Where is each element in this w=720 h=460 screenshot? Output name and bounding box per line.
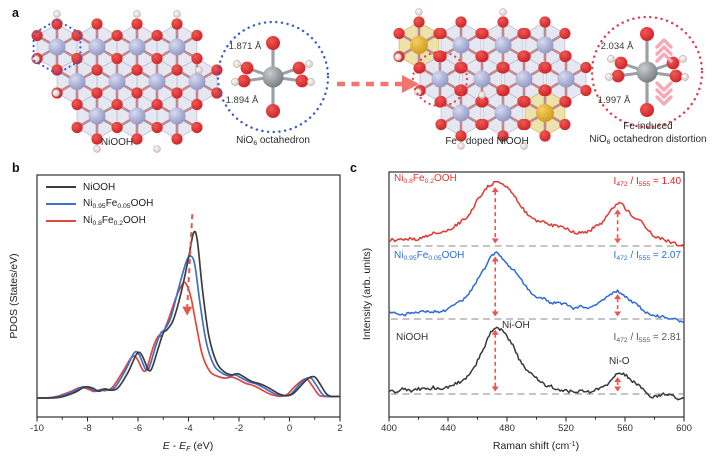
raman-x-tick: 440 (440, 423, 456, 434)
pdos-chart (36, 174, 341, 422)
distortion-caption: Fe induced NiO6 octahedron distortion (589, 121, 706, 149)
legend-label: Ni0.8Fe0.2OOH (83, 214, 146, 228)
pdos-legend: NiOOH Ni0.95Fe0.05OOH Ni0.8Fe0.2OOH (46, 181, 153, 227)
pdos-x-tick: -2 (234, 423, 244, 434)
fe-doped-niooh-caption: Fe - doped NiOOH (445, 136, 529, 147)
crystal-structure-illustration (31, 8, 704, 153)
raman-series-label-niooh: NiOOH (396, 332, 429, 343)
raman-series-label-ni95fe05ooh: Ni0.95Fe0.05OOH (394, 250, 465, 263)
panel-label-a: a (12, 6, 19, 20)
ni-o-peak-label: Ni-O (609, 356, 630, 367)
legend-item-niooh: NiOOH (46, 181, 153, 193)
pdos-x-tick: 0 (286, 423, 293, 434)
pdos-x-tick: -8 (83, 423, 92, 434)
niooh-caption: NiOOH (100, 137, 134, 148)
pdos-x-tick: -4 (184, 423, 193, 434)
bond-length-label: 1.997 Å (597, 95, 631, 106)
pdos-y-axis-label: PDOS (States/eV) (8, 253, 20, 339)
raman-series-label-ni8fe2ooh: Ni0.8Fe0.2OOH (394, 173, 457, 186)
legend-item-ni8fe2ooh: Ni0.8Fe0.2OOH (46, 215, 153, 227)
intensity-ratio-label-1: I472 / I555 = 1.40 (613, 176, 681, 189)
raman-chart (388, 171, 685, 422)
pdos-x-tick: -10 (30, 423, 44, 434)
raman-x-tick: 600 (676, 423, 692, 434)
legend-label: Ni0.95Fe0.05OOH (83, 197, 154, 211)
legend-item-ni95fe05ooh: Ni0.95Fe0.05OOH (46, 198, 153, 210)
legend-line-swatch (46, 220, 76, 222)
raman-x-tick: 400 (381, 423, 397, 434)
intensity-ratio-label-3: I472 / I555 = 2.81 (613, 332, 681, 345)
distortion-caption-line2: NiO6 octahedron distortion (589, 133, 707, 146)
bond-length-label: 1.894 Å (225, 95, 259, 106)
legend-label: NiOOH (83, 181, 116, 193)
legend-line-swatch (46, 186, 76, 188)
bond-length-label: 1.871 Å (228, 41, 262, 52)
pdos-x-axis-label: E - EF (eV) (162, 440, 214, 454)
nio6-octahedron-caption: NiO6 octahedron (236, 135, 310, 148)
bond-length-label: 2.034 Å (600, 41, 634, 52)
raman-x-tick: 520 (558, 423, 574, 434)
panel-label-b: b (12, 161, 20, 175)
intensity-ratio-label-2: I472 / I555 = 2.07 (613, 250, 681, 263)
pdos-x-tick: -6 (133, 423, 143, 434)
pdos-x-tick: 2 (337, 423, 343, 434)
ni-oh-peak-label: Ni-OH (502, 320, 530, 331)
raman-x-tick: 480 (499, 423, 515, 434)
distortion-caption-line1: Fe induced (623, 121, 673, 132)
raman-x-tick: 560 (617, 423, 633, 434)
panel-label-c: c (350, 161, 357, 175)
legend-line-swatch (46, 203, 76, 205)
raman-y-axis-label: Intensity (arb. units) (361, 247, 373, 341)
raman-x-axis-label: Raman shift (cm-1) (492, 440, 580, 453)
